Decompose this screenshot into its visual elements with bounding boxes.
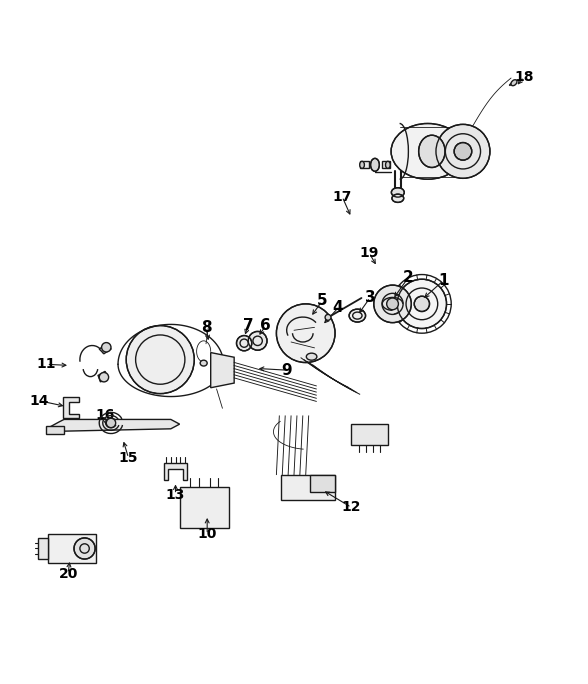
Ellipse shape (360, 161, 365, 168)
Polygon shape (360, 161, 369, 168)
Circle shape (74, 538, 95, 559)
Polygon shape (164, 463, 187, 480)
Text: 6: 6 (260, 318, 271, 333)
Circle shape (106, 418, 116, 428)
Text: 17: 17 (332, 189, 352, 204)
Text: 13: 13 (166, 488, 185, 501)
Circle shape (436, 124, 490, 179)
Text: 11: 11 (36, 357, 56, 371)
Ellipse shape (325, 315, 331, 320)
Circle shape (102, 343, 111, 352)
Ellipse shape (386, 161, 390, 168)
Text: 20: 20 (58, 567, 78, 581)
Text: 9: 9 (282, 363, 292, 378)
Text: 12: 12 (342, 501, 361, 514)
Polygon shape (64, 397, 79, 418)
Text: 3: 3 (365, 290, 376, 305)
Polygon shape (46, 426, 64, 434)
Text: 10: 10 (198, 527, 217, 542)
Circle shape (374, 285, 412, 323)
Ellipse shape (200, 360, 207, 366)
Polygon shape (48, 534, 96, 563)
Text: 7: 7 (243, 318, 253, 333)
Circle shape (415, 296, 429, 311)
Text: 2: 2 (403, 270, 414, 285)
Polygon shape (99, 343, 111, 354)
Text: 4: 4 (333, 300, 343, 315)
Polygon shape (180, 487, 229, 528)
Polygon shape (38, 538, 48, 559)
Text: 16: 16 (95, 408, 115, 422)
Ellipse shape (511, 80, 517, 86)
Text: 5: 5 (317, 293, 328, 308)
Polygon shape (310, 475, 335, 492)
Ellipse shape (349, 309, 366, 322)
Ellipse shape (392, 194, 404, 202)
Circle shape (397, 279, 446, 328)
Polygon shape (98, 371, 108, 382)
Ellipse shape (370, 159, 379, 171)
Circle shape (454, 142, 472, 160)
Ellipse shape (392, 187, 405, 197)
Circle shape (248, 332, 267, 350)
Text: 18: 18 (514, 70, 534, 84)
Circle shape (276, 304, 335, 363)
Polygon shape (211, 352, 234, 388)
Polygon shape (382, 161, 390, 168)
Ellipse shape (306, 353, 317, 360)
Circle shape (99, 373, 109, 382)
Polygon shape (352, 424, 388, 445)
Text: 14: 14 (29, 394, 49, 408)
Ellipse shape (391, 124, 465, 179)
Circle shape (387, 298, 399, 310)
Text: 8: 8 (201, 320, 211, 335)
Ellipse shape (419, 135, 445, 168)
Text: 19: 19 (359, 246, 379, 260)
Text: 1: 1 (438, 273, 449, 288)
Circle shape (236, 336, 252, 351)
Text: 15: 15 (119, 451, 138, 465)
Circle shape (126, 326, 194, 393)
Polygon shape (281, 475, 335, 501)
Polygon shape (46, 419, 179, 431)
